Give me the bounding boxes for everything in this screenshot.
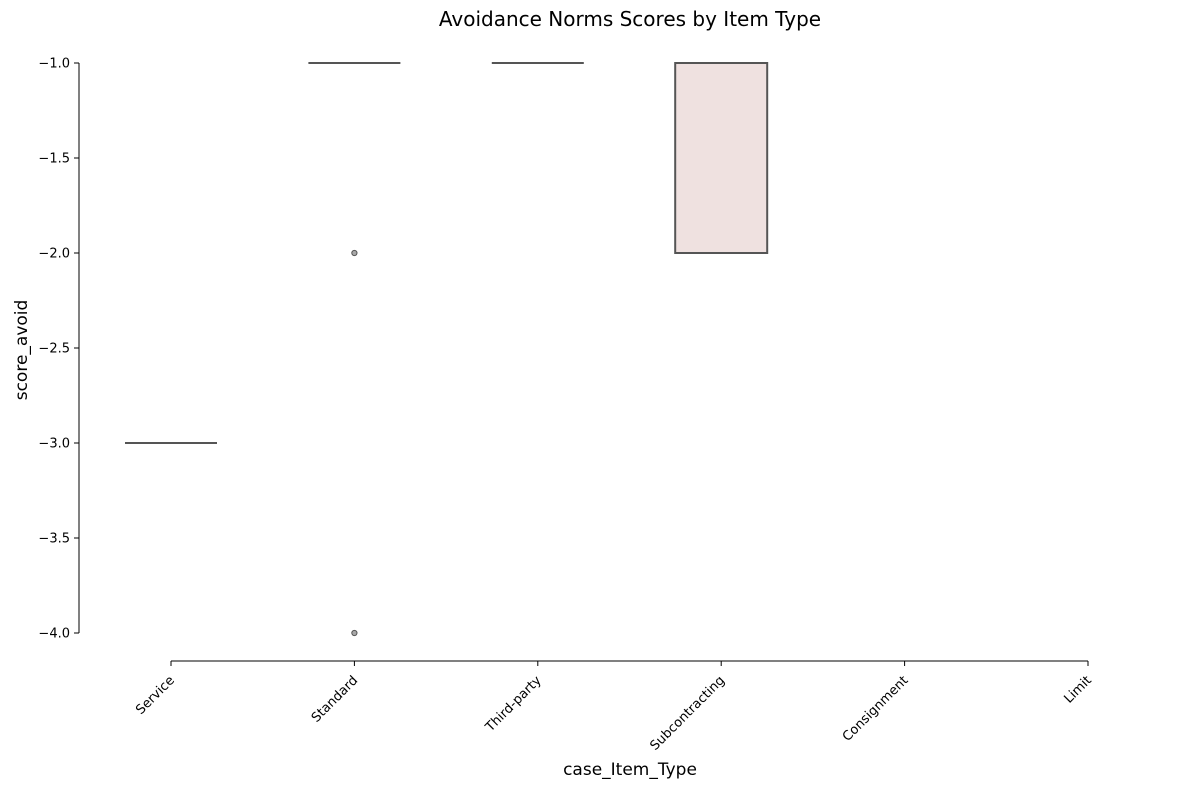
x-axis: Service Standard Third-party Subcontracting…: [133, 660, 1095, 754]
outlier-point: [351, 629, 358, 637]
boxes-layer: [125, 62, 769, 637]
box-group: [674, 62, 769, 254]
outlier-point: [351, 249, 358, 257]
y-tick-label: −2.0: [38, 247, 70, 262]
x-tick-label: Consignment: [840, 673, 912, 745]
y-axis-label: score_avoid: [12, 300, 32, 401]
x-tick-label: Third-party: [482, 673, 545, 736]
x-tick-label: Standard: [309, 673, 361, 725]
y-tick-label: −3.5: [38, 532, 70, 547]
y-tick-label: −2.5: [38, 342, 70, 357]
box-group: [308, 62, 401, 637]
box-rect: [674, 62, 769, 254]
y-tick-label: −1.5: [38, 152, 70, 167]
x-tick-label: Limit: [1061, 673, 1094, 706]
y-tick-label: −1.0: [38, 57, 70, 72]
y-tick-label: −3.0: [38, 437, 70, 452]
x-tick-label: Service: [133, 673, 178, 718]
y-tick-label: −4.0: [38, 627, 70, 642]
y-axis: −1.0 −1.5 −2.0 −2.5 −3.0 −3.5 −4.0: [38, 57, 80, 642]
x-tick-label: Subcontracting: [648, 673, 728, 753]
chart-title: Avoidance Norms Scores by Item Type: [439, 7, 821, 31]
x-axis-label: case_Item_Type: [563, 760, 697, 780]
